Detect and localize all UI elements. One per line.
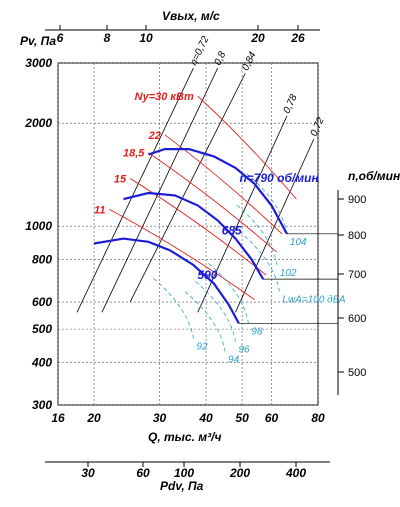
power-label: 18,5 xyxy=(123,148,145,160)
power-line xyxy=(164,134,283,235)
power-line xyxy=(148,152,278,253)
x-bottom2-tick-label: 60 xyxy=(136,466,150,480)
x-top-tick-label: 26 xyxy=(290,31,305,45)
y-left-title: Pv, Па xyxy=(20,34,56,48)
speed-curve xyxy=(123,191,265,280)
efficiency-label: 0,78 xyxy=(282,93,300,116)
x-top-tick-label: 10 xyxy=(139,31,153,45)
speed-label: 685 xyxy=(222,223,242,237)
y-right-tick-label: 600 xyxy=(348,313,366,325)
x-tick-label: 40 xyxy=(198,411,213,425)
x-bottom2-title: Pdv, Па xyxy=(160,479,204,493)
plot-frame xyxy=(57,62,319,406)
x-tick-label: 50 xyxy=(235,411,249,425)
speed-curve xyxy=(148,148,288,235)
power-label: 22 xyxy=(148,130,161,142)
y-tick-label: 2000 xyxy=(24,116,52,130)
noise-line xyxy=(153,278,194,339)
efficiency-line xyxy=(76,67,194,313)
noise-label: 92 xyxy=(196,341,208,352)
x-tick-label: 60 xyxy=(265,411,279,425)
x-tick-label: 16 xyxy=(51,411,65,425)
power-line xyxy=(129,177,267,276)
efficiency-line xyxy=(129,73,246,303)
noise-line xyxy=(236,204,278,266)
efficiency-label: 0,72 xyxy=(309,115,327,138)
power-line xyxy=(197,95,297,200)
noise-line xyxy=(239,231,280,292)
x-bottom2-tick-label: 100 xyxy=(174,466,194,480)
x-tick-label: 20 xyxy=(86,411,101,425)
efficiency-label: 0,8 xyxy=(213,50,229,68)
noise-label: 102 xyxy=(280,268,297,279)
noise-line xyxy=(208,262,249,324)
efficiency-line xyxy=(235,138,315,313)
x-tick-label: 80 xyxy=(311,411,325,425)
efficiency-label: η=0,72 xyxy=(188,34,211,67)
power-label: Nу=30 кВт xyxy=(135,91,194,103)
noise-label: LwA=100 дБА xyxy=(282,294,345,305)
power-line xyxy=(109,208,255,300)
y-right-tick-label: 900 xyxy=(348,194,366,206)
power-label: 11 xyxy=(94,204,105,216)
x-top-tick-label: 6 xyxy=(57,31,64,45)
noise-label: 98 xyxy=(251,326,263,337)
noise-line xyxy=(184,291,226,352)
power-label: 15 xyxy=(114,173,127,185)
x-tick-label: 30 xyxy=(153,411,167,425)
speed-label: n=790 об/мин xyxy=(239,171,319,185)
x-bottom2-tick-label: 200 xyxy=(229,466,250,480)
y-right-title: n,об/мин xyxy=(348,169,400,183)
noise-label: 94 xyxy=(228,355,240,366)
axes: 16 20 30 40 50 60 8030040050060080010002000300… xyxy=(24,25,366,480)
y-tick-label: 600 xyxy=(32,295,52,309)
noise-line xyxy=(246,173,288,234)
y-right-tick-label: 700 xyxy=(348,269,366,281)
efficiency-line xyxy=(197,115,288,313)
y-tick-label: 500 xyxy=(32,322,52,336)
y-tick-label: 400 xyxy=(31,355,52,369)
x-bottom-title: Q, тыс. м³/ч xyxy=(148,430,221,444)
y-tick-label: 1000 xyxy=(25,219,52,233)
speed-curve xyxy=(93,237,240,324)
y-tick-label: 300 xyxy=(32,398,52,412)
y-tick-label: 800 xyxy=(32,252,52,266)
x-top-tick-label: 20 xyxy=(250,31,265,45)
y-right-tick-label: 800 xyxy=(348,230,366,242)
noise-label: 96 xyxy=(238,345,250,356)
efficiency-line xyxy=(101,67,219,313)
efficiency-label: 0,84 xyxy=(240,50,259,73)
y-tick-label: 3000 xyxy=(25,56,52,70)
noise-label: 104 xyxy=(290,237,307,248)
speed-label: 590 xyxy=(197,268,217,282)
noise-line xyxy=(195,281,236,342)
x-bottom2-tick-label: 400 xyxy=(285,466,306,480)
y-right-tick-label: 500 xyxy=(348,367,366,379)
grid xyxy=(57,62,319,406)
x-top-tick-label: 8 xyxy=(104,31,111,45)
x-bottom2-tick-label: 30 xyxy=(81,466,95,480)
speed-curves: n=790 об/мин 685 590 xyxy=(93,148,338,324)
x-top-title: Vвых, м/с xyxy=(162,9,220,23)
